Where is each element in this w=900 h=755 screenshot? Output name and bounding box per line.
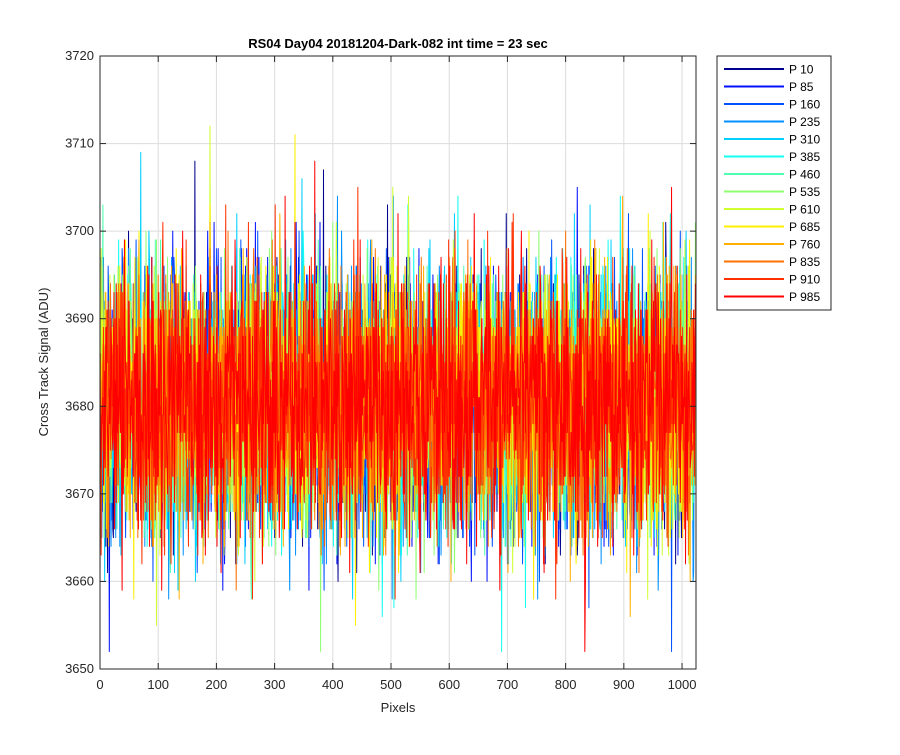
y-tick-label: 3680 bbox=[65, 398, 94, 413]
x-tick-label: 200 bbox=[206, 677, 228, 692]
legend-box bbox=[716, 55, 832, 311]
legend-label: P 10 bbox=[789, 63, 814, 77]
legend-label: P 610 bbox=[789, 203, 820, 217]
legend-label: P 760 bbox=[789, 238, 820, 252]
x-tick-label: 100 bbox=[147, 677, 169, 692]
x-tick-label: 0 bbox=[96, 677, 103, 692]
series-line-p985 bbox=[99, 160, 696, 652]
x-tick-label: 400 bbox=[322, 677, 344, 692]
chart-title: RS04 Day04 20181204-Dark-082 int time = … bbox=[248, 36, 548, 51]
y-tick-label: 3670 bbox=[65, 486, 94, 501]
y-tick-label: 3710 bbox=[65, 136, 94, 151]
y-tick-label: 3660 bbox=[65, 573, 94, 588]
legend-label: P 385 bbox=[789, 150, 820, 164]
series-layer bbox=[99, 125, 696, 652]
y-axis-label: Cross Track Signal (ADU) bbox=[36, 288, 51, 437]
x-tick-label: 900 bbox=[613, 677, 635, 692]
legend-label: P 535 bbox=[789, 185, 820, 199]
legend-label: P 160 bbox=[789, 98, 820, 112]
legend-label: P 310 bbox=[789, 133, 820, 147]
legend-label: P 835 bbox=[789, 255, 820, 269]
x-tick-label: 500 bbox=[380, 677, 402, 692]
y-tick-label: 3700 bbox=[65, 223, 94, 238]
legend-label: P 85 bbox=[789, 80, 814, 94]
x-tick-label: 600 bbox=[438, 677, 460, 692]
legend: P 10 P 85 P 160 P 235 P 310 P 385 P 460 P 535 P … bbox=[716, 55, 832, 311]
x-tick-label: 1000 bbox=[668, 677, 697, 692]
legend-label: P 235 bbox=[789, 115, 820, 129]
x-axis-label: Pixels bbox=[381, 700, 416, 715]
x-tick-label: 300 bbox=[264, 677, 286, 692]
legend-label: P 910 bbox=[789, 273, 820, 287]
legend-label: P 685 bbox=[789, 220, 820, 234]
legend-label: P 460 bbox=[789, 168, 820, 182]
ticks: 0 100 200 300 400 500 600 700 800 900 1000 3650 3660… bbox=[65, 48, 696, 692]
y-tick-label: 3690 bbox=[65, 311, 94, 326]
legend-label: P 985 bbox=[789, 290, 820, 304]
x-tick-label: 700 bbox=[497, 677, 519, 692]
y-tick-label: 3650 bbox=[65, 661, 94, 676]
plot-frame bbox=[99, 55, 697, 670]
x-tick-label: 800 bbox=[555, 677, 577, 692]
y-tick-label: 3720 bbox=[65, 48, 94, 63]
